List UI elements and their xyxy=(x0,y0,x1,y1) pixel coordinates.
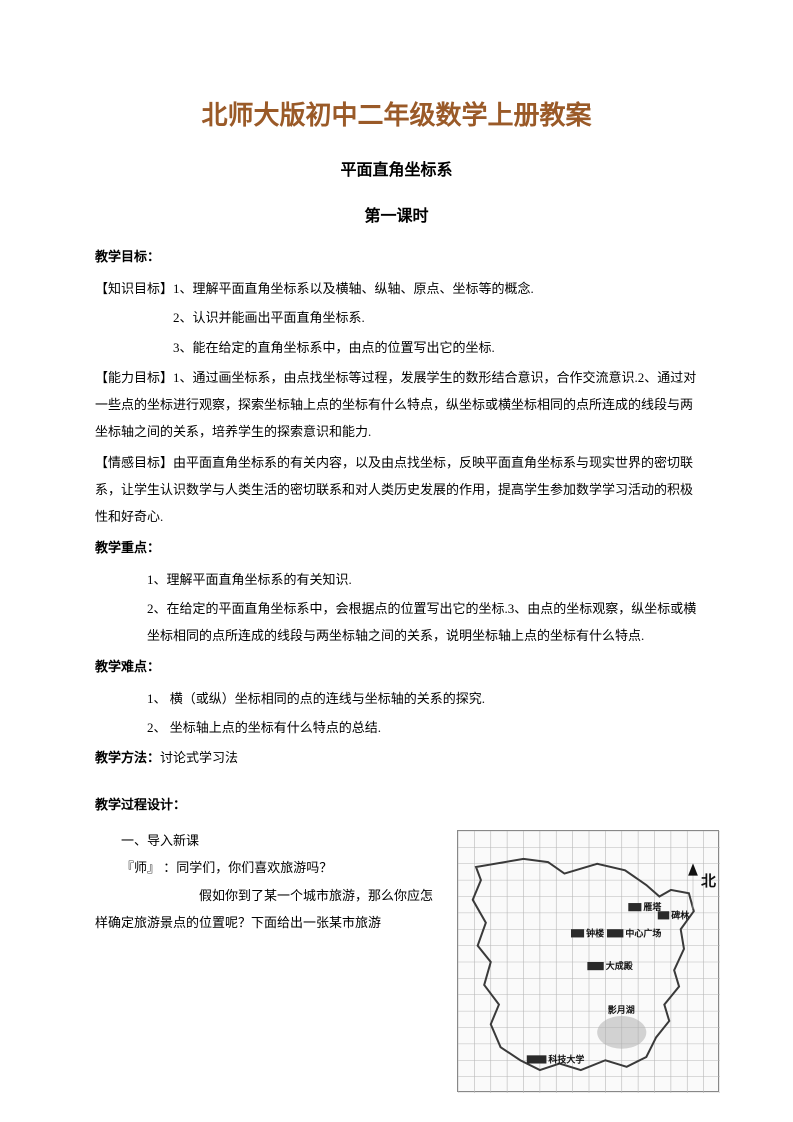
difficult-head: 教学难点： xyxy=(95,656,698,675)
ability-text: 1、通过画坐标系，由点找坐标等过程，发展学生的数形结合意识，合作交流意识.2、通… xyxy=(95,370,696,440)
key-head: 教学重点： xyxy=(95,537,698,556)
svg-text:钟楼: 钟楼 xyxy=(586,927,604,938)
map-svg: 影月湖 雁塔碑林钟楼 中心广场大成殿科技大学 北 xyxy=(458,831,720,1093)
svg-text:碑林: 碑林 xyxy=(671,909,690,920)
key-l2: 2、在给定的平面直角坐标系中，会根据点的位置写出它的坐标.3、由点的坐标观察，纵… xyxy=(95,595,698,650)
emotion-label: 【情感目标】 xyxy=(95,455,173,470)
difficult-l1: 1、 横（或纵）坐标相同的点的连线与坐标轴的关系的探究. xyxy=(95,685,698,712)
method-line: 教学方法：讨论式学习法 xyxy=(95,747,698,766)
difficult-l2: 2、 坐标轴上点的坐标有什么特点的总结. xyxy=(95,714,698,741)
key-l1: 1、理解平面直角坐标系的有关知识. xyxy=(95,566,698,593)
knowledge-line1: 【知识目标】1、理解平面直角坐标系以及横轴、纵轴、原点、坐标等的概念. xyxy=(95,275,698,302)
lesson-number: 第一课时 xyxy=(95,202,698,226)
north-label: 北 xyxy=(701,873,716,890)
knowledge-l1: 1、理解平面直角坐标系以及横轴、纵轴、原点、坐标等的概念. xyxy=(173,281,534,296)
svg-text:科技大学: 科技大学 xyxy=(548,1054,584,1065)
svg-text:大成殿: 大成殿 xyxy=(606,960,634,971)
knowledge-l2: 2、认识并能画出平面直角坐标系. xyxy=(95,304,698,331)
process-head: 教学过程设计： xyxy=(95,794,698,813)
knowledge-l3: 3、能在给定的直角坐标系中，由点的位置写出它的坐标. xyxy=(95,334,698,361)
emotion-text: 由平面直角坐标系的有关内容，以及由点找坐标，反映平面直角坐标系与现实世界的密切联… xyxy=(95,455,693,525)
subtitle: 平面直角坐标系 xyxy=(95,156,698,180)
svg-text:雁塔: 雁塔 xyxy=(643,901,662,912)
method-label: 教学方法： xyxy=(95,750,160,765)
method-text: 讨论式学习法 xyxy=(160,750,238,765)
ability-block: 【能力目标】1、通过画坐标系，由点找坐标等过程，发展学生的数形结合意识，合作交流… xyxy=(95,364,698,446)
svg-text:影月湖: 影月湖 xyxy=(608,1004,635,1015)
page-title: 北师大版初中二年级数学上册教案 xyxy=(95,95,698,132)
emotion-block: 【情感目标】由平面直角坐标系的有关内容，以及由点找坐标，反映平面直角坐标系与现实… xyxy=(95,449,698,531)
ability-label: 【能力目标】 xyxy=(95,370,173,385)
map-figure: 影月湖 雁塔碑林钟楼 中心广场大成殿科技大学 北 xyxy=(457,830,719,1092)
objectives-head: 教学目标： xyxy=(95,246,698,265)
svg-text:中心广场: 中心广场 xyxy=(625,927,661,938)
knowledge-label: 【知识目标】 xyxy=(95,281,173,296)
